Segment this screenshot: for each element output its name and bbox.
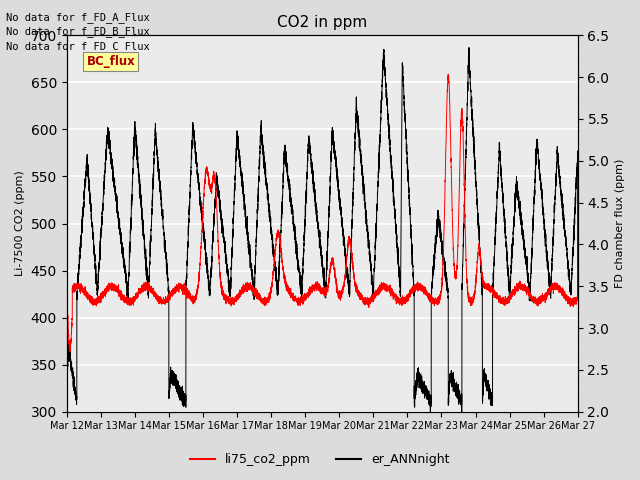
Text: BC_flux: BC_flux	[86, 55, 135, 68]
Text: No data for f_FD_B_Flux: No data for f_FD_B_Flux	[6, 26, 150, 37]
Legend: li75_co2_ppm, er_ANNnight: li75_co2_ppm, er_ANNnight	[186, 448, 454, 471]
Title: CO2 in ppm: CO2 in ppm	[277, 15, 367, 30]
Y-axis label: FD chamber flux (ppm): FD chamber flux (ppm)	[615, 159, 625, 288]
Y-axis label: Li-7500 CO2 (ppm): Li-7500 CO2 (ppm)	[15, 170, 25, 276]
Text: No data for f_FD_A_Flux: No data for f_FD_A_Flux	[6, 12, 150, 23]
Text: No data for f_FD_C_Flux: No data for f_FD_C_Flux	[6, 41, 150, 52]
